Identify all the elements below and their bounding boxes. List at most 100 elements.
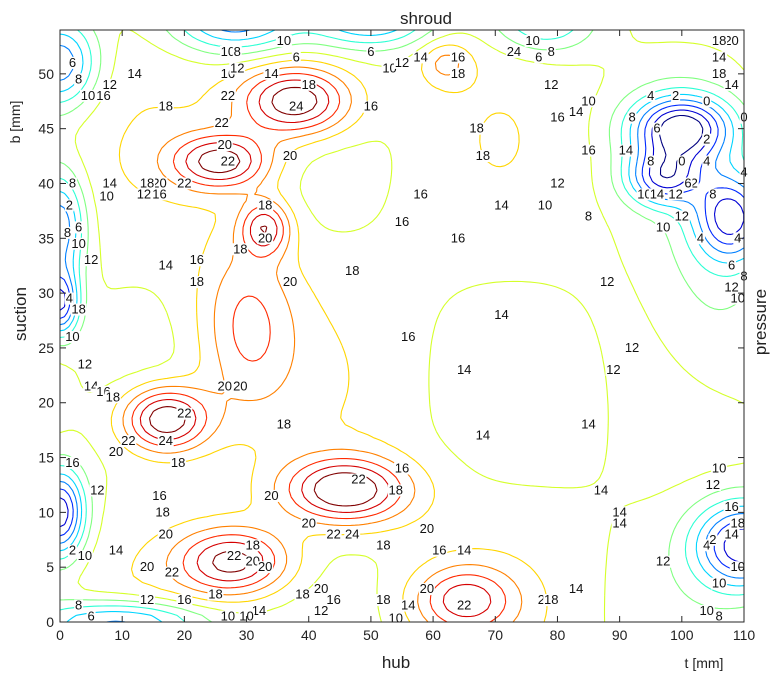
contour-label-bg — [300, 78, 317, 91]
contour-label: 8 — [709, 186, 716, 201]
contour-label-bg — [418, 583, 435, 596]
x-tick-label: 80 — [550, 627, 566, 643]
contour-label: 20 — [314, 581, 328, 596]
contour-label-bg — [107, 544, 124, 557]
contour-label: 14 — [413, 49, 427, 64]
contour-label-bg — [714, 610, 724, 623]
contour-label-bg — [580, 144, 597, 157]
contour-label: 20 — [301, 515, 315, 530]
contour-label-bg — [89, 484, 106, 497]
x-tick-label: 10 — [114, 627, 130, 643]
contour-label-bg — [101, 177, 118, 190]
edge-label-top: shroud — [400, 9, 452, 28]
contour-label-bg — [729, 292, 746, 305]
contour-label-bg — [456, 599, 473, 612]
contour-level-14 — [59, 29, 745, 623]
contour-label-bg — [468, 122, 485, 135]
contour-label: 18 — [712, 33, 726, 48]
contour-label-bg — [611, 517, 628, 530]
contour-label-bg — [76, 358, 93, 371]
contour-label: 20 — [283, 274, 297, 289]
contour-label: 14 — [581, 417, 595, 432]
contour-label-bg — [366, 45, 376, 58]
contour-label: 18 — [106, 389, 120, 404]
contour-label: 24 — [289, 99, 303, 114]
contour-label-bg — [580, 95, 597, 108]
contour-label: 16 — [451, 230, 465, 245]
y-tick-label: 0 — [46, 614, 54, 630]
contour-label-bg — [636, 188, 653, 201]
contour-label-bg — [493, 309, 510, 322]
contour-label: 14 — [457, 543, 471, 558]
contour-label-bg — [207, 588, 224, 601]
x-tick-label: 90 — [612, 627, 628, 643]
contour-label: 2 — [703, 132, 710, 147]
contour-label-bg — [257, 232, 274, 245]
contour-label-bg — [219, 155, 236, 168]
contour-label: 6 — [728, 258, 735, 273]
x-axis-label: t [mm] — [685, 655, 724, 671]
contour-label: 12 — [656, 554, 670, 569]
contour-label: 18 — [246, 537, 260, 552]
contour-label-bg — [449, 51, 466, 64]
contour-label-bg — [655, 555, 672, 568]
contour-label-bg — [67, 56, 77, 69]
contour-label-bg — [418, 522, 435, 535]
contour-label-bg — [711, 34, 728, 47]
contour-label: 12 — [668, 186, 682, 201]
contour-label-bg — [599, 276, 616, 289]
contour-label: 20 — [109, 444, 123, 459]
contour-label: 20 — [724, 33, 738, 48]
contour-label-bg — [257, 199, 274, 212]
contour-label: 22 — [214, 115, 228, 130]
contour-label: 12 — [675, 208, 689, 223]
contour-label: 14 — [569, 581, 583, 596]
contour-label-bg — [702, 155, 712, 168]
contour-label: 22 — [221, 88, 235, 103]
contour-label: 8 — [716, 609, 723, 624]
contour-label: 20 — [258, 559, 272, 574]
contour-label-bg — [727, 259, 737, 272]
contour-label: 12 — [606, 362, 620, 377]
contour-label: 16 — [177, 592, 191, 607]
contour-label-bg — [412, 188, 429, 201]
contour-label: 20 — [420, 581, 434, 596]
contour-label: 20 — [246, 554, 260, 569]
contour-label-bg — [120, 435, 137, 448]
contour-label: 10 — [81, 88, 95, 103]
contour-label: 14 — [569, 104, 583, 119]
contour-label: 20 — [140, 559, 154, 574]
contour-label: 16 — [395, 461, 409, 476]
contour-label: 8 — [548, 44, 555, 59]
contour-label: 12 — [395, 55, 409, 70]
contour-label: 10 — [731, 291, 745, 306]
contour-label-bg — [387, 484, 404, 497]
contour-label: 16 — [190, 252, 204, 267]
contour-label: 2 — [66, 197, 73, 212]
contour-label: 12 — [625, 340, 639, 355]
contour-label-bg — [176, 407, 193, 420]
contour-label: 8 — [585, 208, 592, 223]
y-tick-label: 50 — [38, 66, 54, 82]
contour-label-bg — [79, 89, 96, 102]
contour-label: 10 — [637, 186, 651, 201]
contour-label-bg — [449, 232, 466, 245]
contour-label-bg — [711, 67, 728, 80]
contour-label: 16 — [364, 99, 378, 114]
contour-label: 16 — [152, 488, 166, 503]
contour-label: 12 — [84, 252, 98, 267]
contour-label: 22 — [326, 526, 340, 541]
contour-label: 10 — [712, 461, 726, 476]
contour-label: 16 — [96, 88, 110, 103]
contour-label-bg — [219, 610, 236, 623]
contour-label: 12 — [544, 77, 558, 92]
contour-label: 14 — [401, 598, 415, 613]
contour-label: 22 — [227, 548, 241, 563]
contour-label-bg — [568, 583, 585, 596]
contour-label: 20 — [283, 148, 297, 163]
x-tick-label: 50 — [363, 627, 379, 643]
contour-label-bg — [232, 243, 249, 256]
contour-label: 2 — [709, 532, 716, 547]
